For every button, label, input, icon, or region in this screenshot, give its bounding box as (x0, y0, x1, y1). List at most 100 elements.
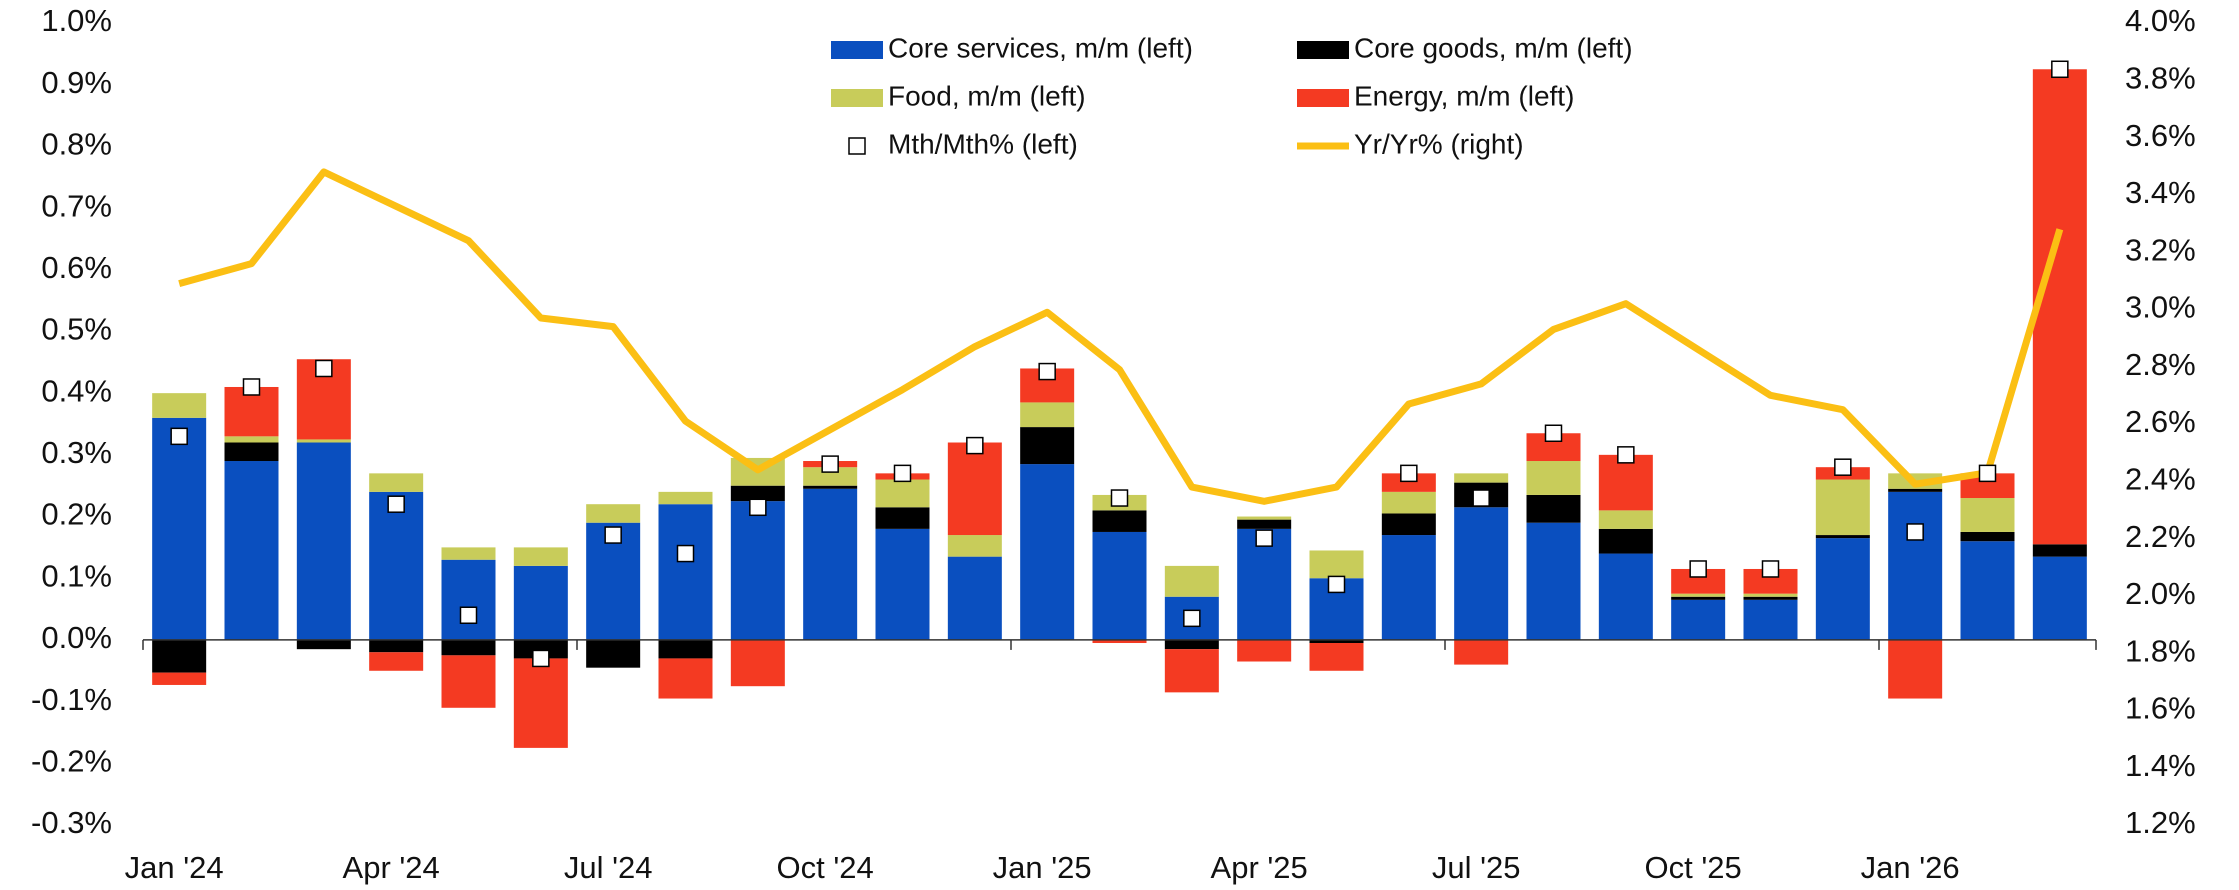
bar (369, 652, 424, 671)
bar (296, 439, 351, 443)
bar (2032, 556, 2087, 640)
marker (170, 427, 188, 446)
y2-tick-label: 3.8% (2125, 60, 2196, 95)
legend-label: Mth/Mth% (left) (888, 128, 1078, 159)
bar (1815, 535, 1870, 539)
bar (875, 528, 930, 640)
y2-tick-label: 3.0% (2125, 290, 2196, 325)
bar (513, 639, 568, 659)
legend-swatch (1297, 89, 1349, 107)
marker (242, 378, 261, 396)
y2-tick-label: 2.4% (2125, 461, 2196, 496)
marker (532, 649, 550, 668)
bar (658, 491, 713, 505)
bar (1526, 494, 1581, 523)
line (178, 168, 2064, 505)
bar (1309, 550, 1364, 579)
bar (1237, 519, 1292, 529)
bar (1960, 531, 2015, 542)
bar (2032, 69, 2087, 545)
bar (1309, 639, 1364, 644)
bar (1598, 553, 1653, 640)
marker (749, 498, 767, 517)
y2-tick-label: 1.2% (2125, 805, 2196, 840)
bar (1164, 649, 1219, 693)
y-tick-label: -0.3% (31, 805, 112, 840)
bar (1092, 531, 1147, 640)
bar (803, 467, 858, 486)
bar (1743, 599, 1798, 640)
bar (1020, 427, 1075, 465)
marker (1110, 489, 1129, 507)
bar (1237, 639, 1292, 662)
y2-tick-label: 3.6% (2125, 118, 2196, 153)
y-tick-label: 0.8% (41, 127, 112, 162)
marker (315, 359, 333, 378)
bar (369, 639, 424, 653)
legend-label: Core goods, m/m (left) (1354, 32, 1633, 63)
bar (1888, 491, 1943, 640)
bar (441, 639, 496, 656)
bar (1381, 473, 1436, 492)
y2-tick-label: 1.4% (2125, 748, 2196, 783)
bar (1454, 639, 1509, 665)
bar (1164, 639, 1219, 650)
marker (2051, 60, 2069, 79)
y-tick-label: 0.1% (41, 558, 112, 593)
marker (459, 606, 478, 624)
bar (730, 485, 785, 502)
bar (1671, 599, 1726, 640)
bar (441, 655, 496, 708)
bar (152, 672, 207, 685)
legend-label: Energy, m/m (left) (1354, 80, 1574, 111)
bar (296, 639, 351, 650)
marker (1617, 446, 1635, 464)
marker (1255, 529, 1273, 547)
bar (224, 461, 279, 640)
bar (875, 507, 930, 529)
y2-tick-label: 1.8% (2125, 633, 2196, 668)
bar (1454, 507, 1509, 640)
bar (658, 658, 713, 699)
bar (1743, 593, 1798, 597)
bar (513, 565, 568, 640)
bar (513, 658, 568, 748)
marker (1472, 489, 1490, 507)
bar (1671, 596, 1726, 600)
x-tick-label: Jul '25 (1432, 850, 1521, 885)
legend-swatch (1297, 41, 1349, 59)
bar (1092, 639, 1147, 644)
bar (1960, 498, 2015, 532)
bar (1020, 464, 1075, 640)
x-tick-label: Jan '26 (1861, 850, 1960, 885)
bar (152, 639, 207, 673)
y-tick-label: 0.0% (41, 620, 112, 655)
y-tick-label: 0.6% (41, 250, 112, 285)
y-tick-label: 0.3% (41, 435, 112, 470)
bar (947, 535, 1002, 557)
bar (1237, 528, 1292, 640)
bar (152, 393, 207, 418)
y-tick-label: 0.9% (41, 65, 112, 100)
bar (1815, 538, 1870, 640)
y-tick-label: 0.5% (41, 312, 112, 347)
bar (1743, 596, 1798, 600)
bar (1598, 528, 1653, 554)
bar (1164, 565, 1219, 597)
bar (658, 504, 713, 640)
marker (893, 464, 912, 483)
bar (1960, 541, 2015, 640)
bar (1815, 479, 1870, 536)
bar (1237, 516, 1292, 520)
x-tick-label: Jul '24 (564, 850, 653, 885)
bar (1598, 454, 1653, 511)
marker (966, 436, 984, 455)
y2-tick-label: 2.2% (2125, 519, 2196, 554)
x-tick-label: Apr '25 (1211, 850, 1308, 885)
bar (586, 504, 641, 523)
legend-label: Core services, m/m (left) (888, 32, 1193, 63)
y-tick-label: 0.2% (41, 497, 112, 532)
y2-tick-label: 3.4% (2125, 175, 2196, 210)
bar (2032, 544, 2087, 557)
